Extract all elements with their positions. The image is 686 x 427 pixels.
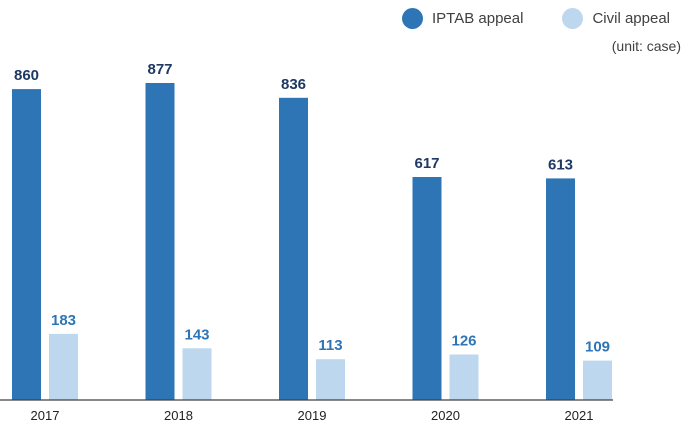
x-tick-label-2018: 2018 <box>164 408 193 423</box>
x-tick-label-2019: 2019 <box>298 408 327 423</box>
x-axis-ticks-group: 2017 2018 2019 2020 2021 <box>31 408 594 423</box>
x-tick-label-2017: 2017 <box>31 408 60 423</box>
unit-note: (unit: case) <box>611 38 681 54</box>
bar-iptab-2020 <box>412 177 442 400</box>
bar-iptab-2018 <box>145 83 175 400</box>
legend-item-civil: Civil appeal <box>562 7 670 29</box>
x-tick-label-2020: 2020 <box>431 408 460 423</box>
value-label-civil-2021: 109 <box>585 339 610 356</box>
bar-civil-2017 <box>49 333 78 400</box>
bars-group <box>12 83 612 401</box>
legend-label-civil: Civil appeal <box>592 9 670 27</box>
bar-civil-2020 <box>449 354 479 400</box>
value-labels-group: 860 183 877 143 836 113 617 126 613 109 <box>14 61 610 356</box>
bar-civil-2018 <box>182 348 212 400</box>
x-tick-label-2021: 2021 <box>565 408 594 423</box>
bar-civil-2019 <box>316 359 345 400</box>
value-label-civil-2019: 113 <box>318 337 342 354</box>
bar-iptab-2021 <box>546 178 575 400</box>
bar-civil-2021 <box>583 360 612 400</box>
legend-label-iptab: IPTAB appeal <box>432 9 524 27</box>
legend-swatch-civil <box>562 7 584 29</box>
bar-iptab-2019 <box>279 97 308 401</box>
value-label-iptab-2017: 860 <box>14 67 39 84</box>
bar-iptab-2017 <box>12 89 41 400</box>
value-label-civil-2018: 143 <box>184 326 209 343</box>
value-label-iptab-2018: 877 <box>147 61 172 78</box>
value-label-civil-2020: 126 <box>451 333 476 350</box>
legend-item-iptab: IPTAB appeal <box>402 7 524 29</box>
value-label-iptab-2021: 613 <box>548 156 573 173</box>
value-label-iptab-2019: 836 <box>281 76 306 93</box>
value-label-iptab-2020: 617 <box>414 155 439 172</box>
legend: IPTAB appeal Civil appeal <box>402 6 670 30</box>
legend-swatch-iptab <box>402 7 423 29</box>
value-label-civil-2017: 183 <box>51 312 76 329</box>
